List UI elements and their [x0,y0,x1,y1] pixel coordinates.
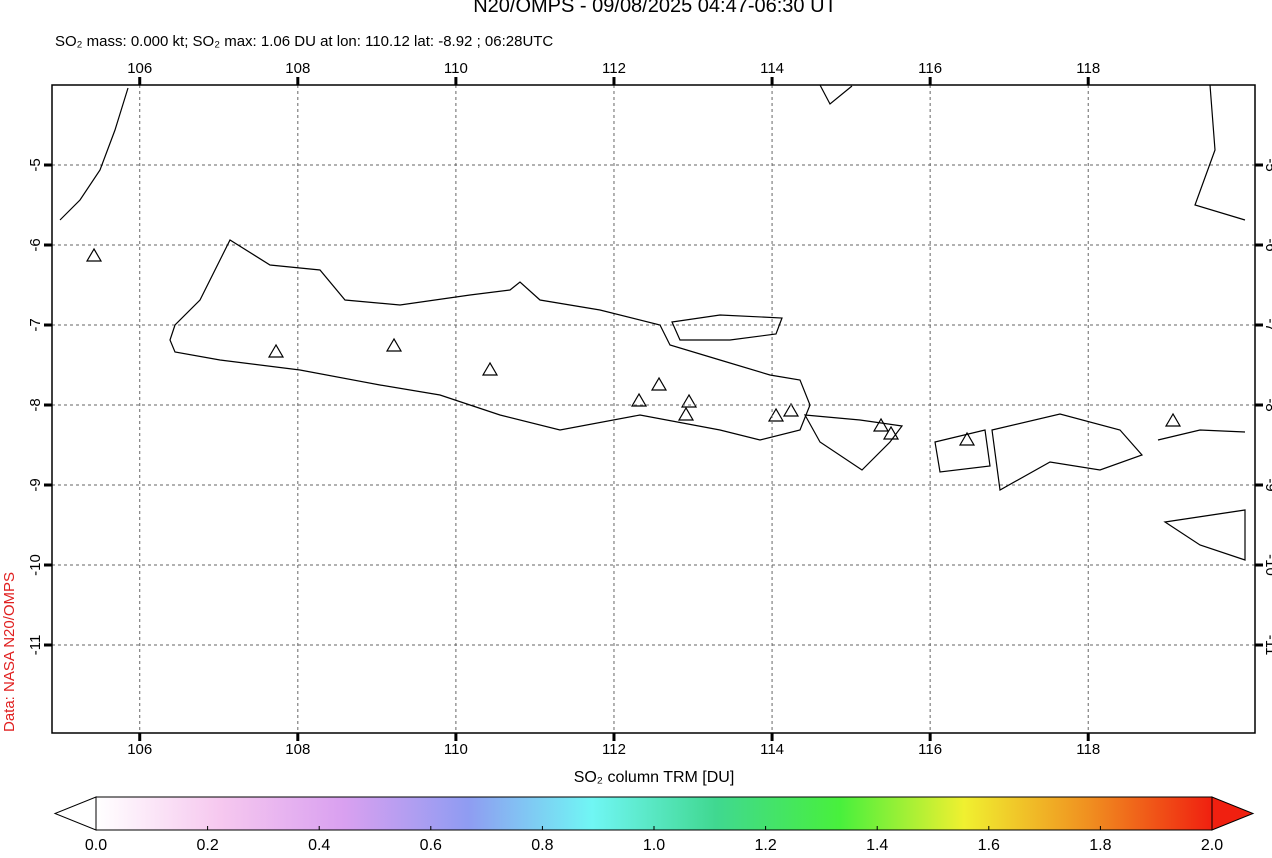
colorbar-tick-label: 1.8 [1089,837,1111,853]
y-tick-label: -10 [27,554,44,576]
colorbar-tick-label: 1.0 [643,837,665,853]
colorbar-tick-label: 2.0 [1201,837,1223,853]
y-tick-label: -11 [27,635,44,656]
colorbar [95,796,1213,831]
coastlines [59,84,1246,561]
subtitle: SO₂ mass: 0.000 kt; SO₂ max: 1.06 DU at … [55,33,553,50]
y-tick-label: -8 [27,398,44,411]
colorbar-under [53,796,97,831]
y-tick-label: -7 [1262,318,1272,331]
x-tick-label: 114 [760,741,784,758]
y-tick-label: -6 [27,238,44,251]
y-tick-label: -5 [1262,158,1272,171]
y-tick-label: -10 [1262,554,1272,576]
x-tick-label: 110 [444,60,468,77]
colorbar-tick-label: 0.2 [196,837,218,853]
colorbar-tick-label: 0.4 [308,837,330,853]
colorbar-tick-label: 0.0 [85,837,107,853]
x-tick-label: 118 [1076,741,1100,758]
x-tick-label: 112 [602,60,626,77]
title: N20/OMPS - 09/08/2025 04:47-06:30 UT [473,0,837,17]
colorbar-over [1211,796,1255,831]
x-tick-label: 106 [127,60,152,77]
y-tick-label: -9 [1262,478,1272,491]
x-tick-label: 118 [1076,60,1100,77]
colorbar-label: SO₂ column TRM [DU] [574,769,735,786]
y-tick-label: -6 [1262,238,1272,251]
y-tick-label: -8 [1262,398,1272,411]
colorbar-tick-label: 0.6 [420,837,442,853]
volcano-markers [85,247,1182,446]
colorbar-tick-label: 1.2 [754,837,776,853]
x-tick-label: 110 [444,741,468,758]
x-tick-label: 108 [285,60,310,77]
y-tick-label: -11 [1262,635,1272,656]
x-tick-label: 114 [760,60,784,77]
x-tick-label: 106 [127,741,152,758]
credit: Data: NASA N20/OMPS [1,572,18,732]
colorbar-tick-label: 0.8 [531,837,553,853]
y-tick-label: -7 [27,318,44,331]
x-tick-label: 108 [285,741,310,758]
x-tick-label: 116 [918,60,942,77]
x-tick-label: 112 [602,741,626,758]
map-frame [51,84,1256,734]
y-tick-label: -5 [27,158,44,171]
colorbar-tick-label: 1.6 [978,837,1000,853]
colorbar-tick-label: 1.4 [866,837,888,853]
x-tick-label: 116 [918,741,942,758]
y-tick-label: -9 [27,478,44,491]
